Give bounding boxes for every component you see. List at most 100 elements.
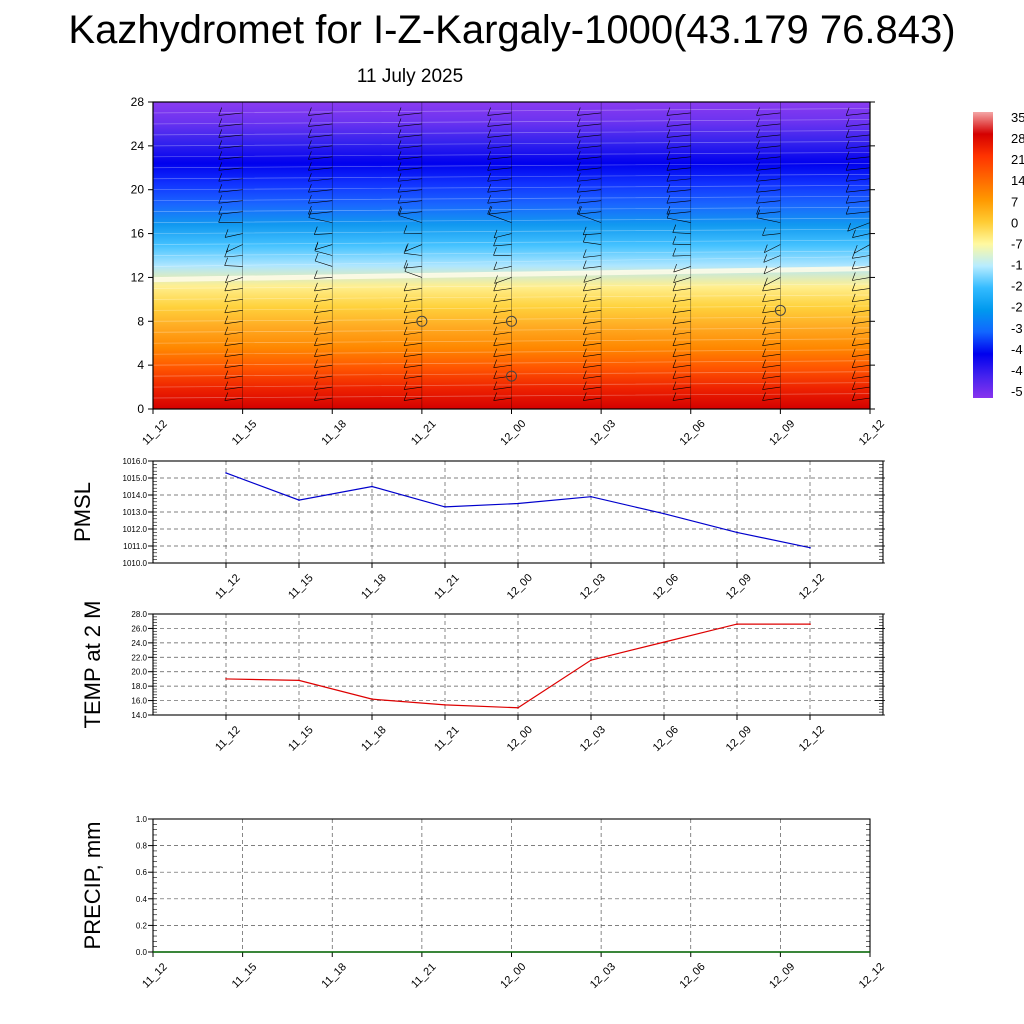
wind-barb [308,123,333,127]
wind-barb-flag [845,151,850,160]
wind-barb [493,331,512,336]
wind-barb [666,189,691,193]
wind-barb [493,386,512,390]
x-tick-label: 12_12 [797,572,827,602]
y-tick-label: 1015.0 [123,474,148,483]
color-bar-label: -4 [1011,363,1023,378]
wind-barb-flag [314,293,318,302]
wind-barb-flag [494,275,498,284]
wind-barb [583,331,602,336]
wind-barb-flag [576,206,581,215]
color-bar-label: -4 [1011,342,1023,357]
wind-barb [487,178,512,182]
wind-barb-flag [135,349,138,357]
wind-barb [404,375,422,379]
wind-barb-flag [756,140,760,149]
wind-barb [577,156,602,160]
wind-barb-flag [583,293,587,302]
wind-barb [224,265,243,267]
wind-barb-flag [226,243,230,253]
wind-barb-flag [673,274,677,283]
color-bar-label: 14 [1011,173,1024,188]
wind-barb [852,320,870,325]
wind-barb-flag [845,118,850,127]
wind-barb-flag [762,337,766,346]
wind-barb [218,178,243,182]
wind-barb [672,299,691,303]
color-bar-label: -2 [1011,279,1023,294]
wind-barb [403,253,422,256]
calm-marker [416,315,428,327]
y-tick-label: 18.0 [131,682,147,691]
wind-barb [218,189,243,193]
wind-barb [672,255,691,257]
wind-barb-flag [218,118,223,127]
x-tick-label: 11_18 [359,572,389,602]
wind-barb [397,200,422,204]
wind-barb-flag [493,370,497,379]
wind-barb-flag [576,173,581,182]
wind-barb-flag [756,195,760,204]
wind-barb [762,375,781,379]
wind-barb-flag [851,304,856,313]
wind-barb-flag [218,214,222,223]
wind-barb-flag [763,254,768,263]
wind-barb-flag [762,315,766,324]
wind-barb-flag [851,282,856,292]
wind-barb-flag [397,184,402,193]
wind-barb [493,244,512,247]
wind-barb-flag [135,393,138,401]
x-tick-label: 12_12 [857,961,887,991]
wind-barb-flag [493,381,497,390]
wind-barb-flag [672,282,677,292]
wind-barb [404,342,422,347]
wind-barb [314,364,333,368]
data-point [517,706,519,709]
wind-barb-flag [672,224,677,233]
wind-barb [224,364,243,368]
wind-barb-flag [493,326,497,335]
wind-barb [224,255,243,258]
color-bar-label: -7 [1011,236,1023,251]
wind-barb [487,134,512,138]
wind-barb [493,310,512,314]
wind-barb [852,255,870,259]
wind-barb [397,189,422,193]
x-tick-label: 11_15 [230,961,260,991]
wind-barb-flag [224,282,229,292]
wind-barb-flag [851,370,856,379]
wind-barb [153,343,154,344]
wind-barb-flag [493,392,497,401]
wind-barb-flag [135,338,138,346]
wind-barb-flag [129,129,132,137]
y-axis-label: PMSL [70,482,95,542]
wind-barb [852,310,870,314]
wind-barb-flag [845,195,850,204]
wind-barb-flag [308,162,312,171]
wind-barb-flag [583,234,587,243]
wind-barb [218,123,243,127]
wind-barb [666,156,691,160]
x-tick-label: 11_15 [286,572,316,602]
wind-barb [763,255,781,263]
wind-barb-flag [403,315,408,324]
wind-barb [397,178,422,182]
wind-barb [756,178,781,182]
wind-barb [672,342,691,347]
wind-barb [493,353,512,357]
wind-barb [756,200,781,204]
wind-barb [314,299,333,303]
data-point [809,546,811,549]
wind-barb-flag [224,257,228,266]
wind-barb-flag [666,140,671,149]
wind-barb-flag [218,195,223,204]
y-tick-label: 1011.0 [123,542,147,551]
wind-barb-flag [397,129,402,138]
wind-barb-flag [666,129,671,138]
wind-barb [577,167,602,171]
wind-barb [153,310,154,311]
wind-barb-flag [845,140,850,149]
wind-barb [314,310,333,314]
y-tick-label: 26.0 [131,624,147,633]
wind-barb-flag [218,206,223,215]
